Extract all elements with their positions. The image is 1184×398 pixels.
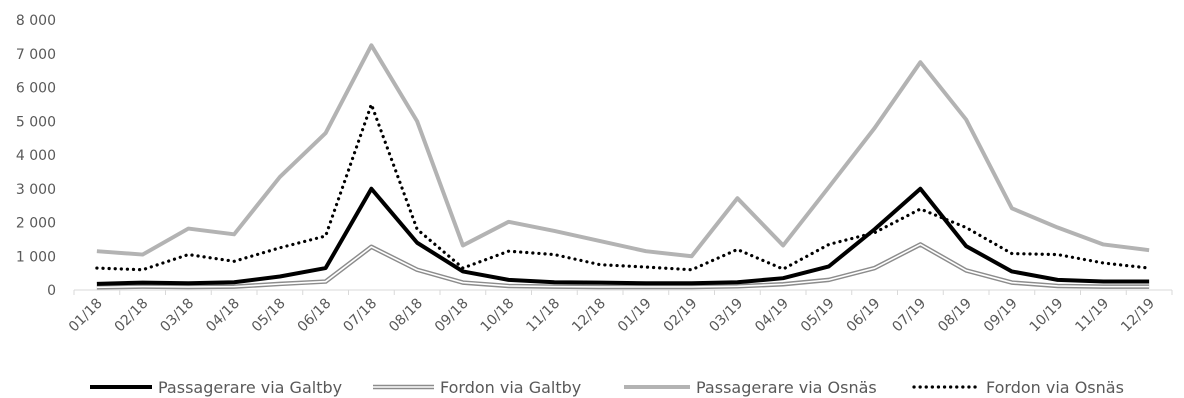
x-tick-label: 09/18 (432, 296, 472, 336)
y-axis: 0 1 000 2 000 3 000 4 000 5 000 6 000 7 000 8 00… (16, 13, 56, 299)
legend-label: Fordon via Osnäs (986, 378, 1124, 397)
x-tick-label: 08/19 (935, 296, 975, 336)
y-tick-label: 4 000 (16, 148, 56, 164)
series-layer (95, 43, 1151, 290)
x-tick-label: 04/18 (203, 296, 243, 336)
legend-label: Passagerare via Galtby (158, 378, 342, 397)
x-tick-label: 08/18 (386, 296, 426, 336)
x-tick-label: 01/19 (615, 296, 655, 336)
legend-item: Passagerare via Osnäs (624, 378, 877, 397)
x-tick-label: 02/19 (661, 296, 701, 336)
x-tick-label: 04/19 (752, 296, 792, 336)
x-tick-label: 03/18 (157, 296, 197, 336)
y-tick-label: 0 (47, 283, 56, 299)
x-tick-label: 07/19 (889, 296, 929, 336)
x-tick-label: 12/19 (1118, 296, 1158, 336)
x-tick-label: 06/19 (844, 296, 884, 336)
legend-label: Fordon via Galtby (440, 378, 581, 397)
legend-item: Fordon via Galtby (373, 378, 581, 397)
y-tick-label: 1 000 (16, 249, 56, 265)
legend: Passagerare via Galtby Fordon via Galtby P… (90, 378, 1124, 397)
x-tick-label: 05/18 (249, 296, 289, 336)
series-path (96, 186, 1150, 286)
series-line-fordon-via-galtby (96, 242, 1150, 290)
legend-item: Fordon via Osnäs (912, 378, 1124, 397)
legend-label: Passagerare via Osnäs (696, 378, 877, 397)
x-tick-label: 02/18 (112, 296, 152, 336)
x-tick-label: 11/19 (1072, 296, 1112, 336)
legend-item: Passagerare via Galtby (90, 378, 342, 397)
series-path (96, 243, 1150, 289)
series-line-passagerare-via-galtby (96, 186, 1150, 286)
x-tick-label: 03/19 (706, 296, 746, 336)
x-tick-label: 09/19 (981, 296, 1021, 336)
x-tick-label: 10/19 (1027, 296, 1067, 336)
x-tick-label: 07/18 (340, 296, 380, 336)
x-tick-label: 11/18 (523, 296, 563, 336)
y-tick-label: 5 000 (16, 114, 56, 130)
y-tick-label: 2 000 (16, 216, 56, 232)
y-tick-label: 7 000 (16, 47, 56, 63)
x-tick-label: 10/18 (478, 296, 518, 336)
x-axis: 01/18 02/18 03/18 04/18 05/18 06/18 07/18 08/18… (66, 289, 1173, 336)
series-line-passagerare-via-osn-s (96, 43, 1150, 259)
series-path (96, 43, 1150, 259)
series-line-fordon-via-osn-s (95, 102, 1151, 272)
x-tick-label: 06/18 (295, 296, 335, 336)
y-tick-label: 6 000 (16, 81, 56, 97)
y-tick-label: 3 000 (16, 182, 56, 198)
x-tick-label: 01/18 (66, 296, 106, 336)
x-tick-label: 12/18 (569, 296, 609, 336)
y-tick-label: 8 000 (16, 13, 56, 29)
series-path (95, 102, 1151, 272)
x-tick-label: 05/19 (798, 296, 838, 336)
